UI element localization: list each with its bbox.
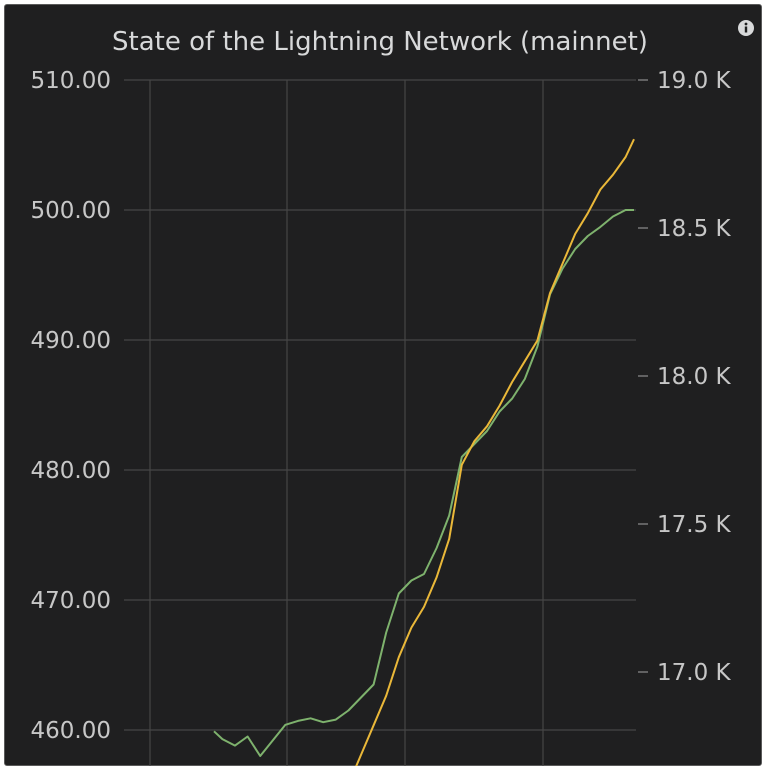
y-left-tick-label: 480.00 [31, 458, 111, 484]
y-left-tick-label: 470.00 [31, 588, 111, 614]
y-right-tick-label: 17.5 K [657, 512, 732, 538]
info-circle-icon[interactable] [737, 19, 755, 37]
chart-grid [124, 79, 636, 766]
y-left-tick-label: 460.00 [31, 718, 111, 744]
y-right-tick-label: 18.5 K [657, 216, 732, 242]
series-line-green[interactable] [213, 209, 634, 757]
y-right-tick-label: 18.0 K [657, 364, 732, 390]
left-axis-ticks: 510.00 500.00 490.00 480.00 470.00 460.00 [31, 68, 111, 744]
y-left-tick-label: 510.00 [31, 68, 111, 94]
right-axis-ticks: 19.0 K 18.5 K 18.0 K 17.5 K 17.0 K [638, 68, 732, 686]
y-right-tick-label: 19.0 K [657, 68, 732, 94]
chart-series [213, 138, 635, 766]
y-left-tick-label: 500.00 [31, 198, 111, 224]
series-line-yellow[interactable] [348, 138, 635, 766]
y-left-tick-label: 490.00 [31, 328, 111, 354]
y-right-tick-label: 17.0 K [657, 660, 732, 686]
chart-title: State of the Lightning Network (mainnet) [112, 27, 648, 57]
chart-panel [4, 4, 762, 766]
